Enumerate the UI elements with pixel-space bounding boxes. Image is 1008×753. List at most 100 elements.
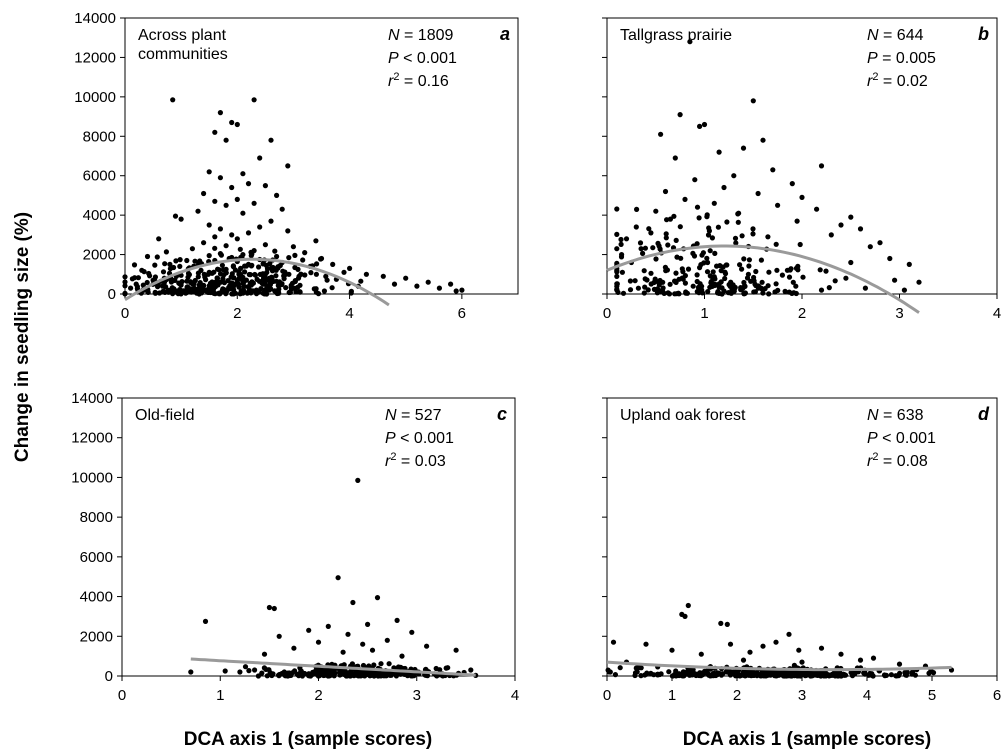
data-point bbox=[732, 235, 739, 241]
panel-letter: c bbox=[497, 404, 507, 424]
data-point bbox=[752, 289, 759, 295]
stat-n-symbol: N bbox=[867, 27, 879, 44]
data-point bbox=[201, 271, 207, 277]
data-point bbox=[711, 282, 718, 289]
data-point bbox=[184, 257, 190, 264]
data-point bbox=[238, 265, 244, 271]
data-point bbox=[658, 288, 664, 294]
data-point bbox=[799, 194, 805, 200]
panel-label: Tallgrass prairie bbox=[620, 27, 732, 44]
data-point bbox=[680, 276, 686, 282]
data-point bbox=[281, 273, 287, 279]
data-point bbox=[369, 647, 376, 653]
data-point bbox=[271, 605, 277, 612]
data-point bbox=[259, 670, 265, 676]
stat-r2: r2 = 0.16 bbox=[388, 71, 449, 90]
data-point bbox=[276, 633, 282, 639]
data-point bbox=[198, 267, 204, 273]
data-point bbox=[838, 651, 844, 657]
data-point bbox=[711, 200, 717, 206]
data-point bbox=[655, 671, 661, 677]
stat-p-value: < 0.001 bbox=[882, 430, 936, 447]
data-point bbox=[832, 278, 838, 284]
data-point bbox=[642, 672, 648, 678]
data-point bbox=[209, 279, 215, 285]
data-point bbox=[203, 277, 209, 283]
x-tick-label: 4 bbox=[863, 687, 871, 704]
data-point bbox=[152, 262, 158, 268]
y-axis-title: Change in seedling size (%) bbox=[12, 212, 33, 462]
data-point bbox=[698, 262, 704, 268]
data-point bbox=[716, 149, 722, 155]
data-point bbox=[237, 669, 243, 675]
data-point bbox=[436, 285, 442, 291]
data-point bbox=[739, 233, 745, 239]
data-point bbox=[699, 290, 706, 296]
data-point bbox=[862, 671, 868, 677]
data-point bbox=[705, 232, 712, 238]
data-point bbox=[642, 245, 649, 251]
panel-label: Across plant bbox=[138, 27, 227, 44]
data-point bbox=[615, 289, 621, 295]
data-point bbox=[712, 250, 718, 256]
data-point bbox=[877, 240, 883, 246]
data-point bbox=[632, 278, 638, 284]
data-point bbox=[663, 231, 669, 237]
data-point bbox=[192, 258, 198, 264]
data-point bbox=[620, 290, 627, 296]
data-point bbox=[453, 288, 459, 294]
data-point bbox=[242, 263, 248, 269]
data-point bbox=[715, 224, 722, 230]
data-point bbox=[256, 264, 262, 270]
data-point bbox=[229, 119, 235, 126]
data-point bbox=[750, 231, 756, 237]
data-point bbox=[739, 266, 745, 272]
data-point bbox=[237, 246, 243, 252]
y-tick-label: 4000 bbox=[83, 207, 116, 224]
data-point bbox=[156, 290, 163, 296]
data-point bbox=[930, 670, 937, 676]
data-point bbox=[273, 273, 279, 279]
data-point bbox=[202, 618, 209, 625]
data-point bbox=[776, 670, 782, 677]
data-point bbox=[272, 288, 278, 294]
data-point bbox=[693, 672, 699, 679]
data-point bbox=[714, 670, 721, 676]
data-point bbox=[325, 667, 331, 673]
data-point bbox=[321, 288, 327, 294]
data-point bbox=[614, 273, 620, 279]
data-point bbox=[170, 97, 176, 103]
data-point bbox=[128, 285, 134, 291]
data-point bbox=[313, 238, 319, 244]
stat-n-symbol: N bbox=[388, 27, 400, 44]
data-point bbox=[362, 672, 368, 678]
data-point bbox=[789, 290, 795, 296]
data-point bbox=[694, 204, 701, 210]
stat-p-symbol: P bbox=[867, 50, 878, 67]
data-point bbox=[122, 274, 128, 280]
data-point bbox=[909, 669, 916, 675]
data-point bbox=[287, 289, 293, 295]
stat-n: N = 638 bbox=[867, 407, 924, 424]
data-point bbox=[701, 121, 708, 128]
data-point bbox=[206, 253, 212, 259]
stat-r2-exp: 2 bbox=[390, 451, 396, 463]
data-point bbox=[892, 277, 898, 283]
data-point bbox=[665, 290, 671, 296]
data-point bbox=[739, 286, 745, 292]
data-point bbox=[627, 287, 634, 293]
data-point bbox=[704, 255, 710, 261]
stat-n: N = 644 bbox=[867, 27, 924, 44]
data-point bbox=[697, 281, 703, 287]
data-point bbox=[296, 273, 302, 279]
data-point bbox=[348, 288, 354, 294]
data-point bbox=[294, 671, 300, 678]
data-point bbox=[270, 671, 276, 677]
data-point bbox=[673, 270, 679, 276]
data-point bbox=[663, 268, 669, 274]
data-point bbox=[791, 662, 798, 669]
data-point bbox=[285, 228, 291, 234]
data-point bbox=[313, 286, 319, 292]
data-point bbox=[762, 673, 768, 679]
